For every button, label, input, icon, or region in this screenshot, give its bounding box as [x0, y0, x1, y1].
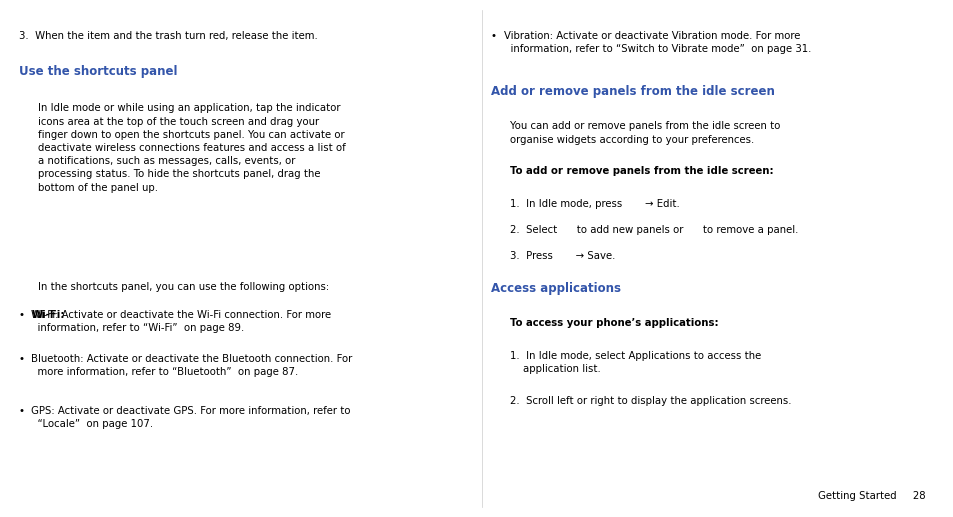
Text: In Idle mode or while using an application, tap the indicator
icons area at the : In Idle mode or while using an applicati… [38, 103, 346, 193]
Text: GPS: Activate or deactivate GPS. For more information, refer to
  “Locale”  on p: GPS: Activate or deactivate GPS. For mor… [31, 406, 351, 429]
Text: Wi-Fi:: Wi-Fi: [31, 310, 65, 320]
Text: 1.  In Idle mode, select Applications to access the
    application list.: 1. In Idle mode, select Applications to … [510, 351, 760, 374]
Text: Bluetooth: Activate or deactivate the Bluetooth connection. For
  more informati: Bluetooth: Activate or deactivate the Bl… [31, 354, 353, 377]
Text: •: • [491, 31, 500, 41]
Text: You can add or remove panels from the idle screen to
organise widgets according : You can add or remove panels from the id… [510, 121, 780, 145]
Text: Add or remove panels from the idle screen: Add or remove panels from the idle scree… [491, 85, 775, 98]
Text: 2.  Select      to add new panels or      to remove a panel.: 2. Select to add new panels or to remove… [510, 225, 798, 235]
Text: 1.  In Idle mode, press       → Edit.: 1. In Idle mode, press → Edit. [510, 199, 679, 209]
Text: •: • [19, 310, 29, 320]
Text: 3.  When the item and the trash turn red, release the item.: 3. When the item and the trash turn red,… [19, 31, 317, 41]
Text: •: • [19, 406, 29, 416]
Text: To add or remove panels from the idle screen:: To add or remove panels from the idle sc… [510, 166, 773, 176]
Text: Access applications: Access applications [491, 282, 620, 295]
Text: Use the shortcuts panel: Use the shortcuts panel [19, 65, 177, 78]
Text: To access your phone’s applications:: To access your phone’s applications: [510, 318, 719, 328]
Text: In the shortcuts panel, you can use the following options:: In the shortcuts panel, you can use the … [38, 282, 329, 292]
Text: 2.  Scroll left or right to display the application screens.: 2. Scroll left or right to display the a… [510, 396, 791, 405]
Text: Vibration: Activate or deactivate Vibration mode. For more
  information, refer : Vibration: Activate or deactivate Vibrat… [503, 31, 810, 54]
Text: Getting Started     28: Getting Started 28 [817, 492, 924, 501]
Text: Wi-Fi: Activate or deactivate the Wi-Fi connection. For more
  information, refe: Wi-Fi: Activate or deactivate the Wi-Fi … [31, 310, 332, 333]
Text: 3.  Press       → Save.: 3. Press → Save. [510, 251, 615, 261]
Text: •: • [19, 354, 29, 364]
